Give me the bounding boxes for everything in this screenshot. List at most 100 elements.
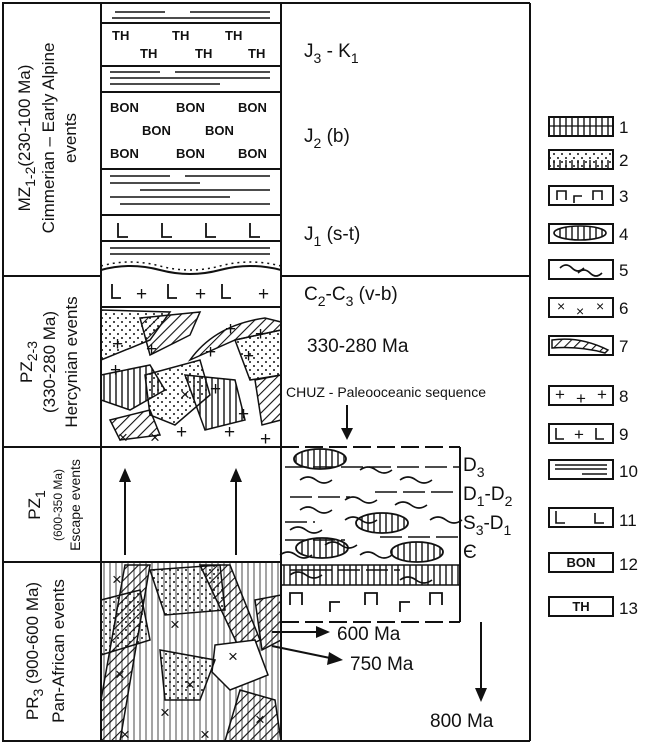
era-pr3-line2: Pan-African events <box>49 579 68 723</box>
bon-text: BON <box>142 123 171 138</box>
legend-item-13: TH 13 <box>548 596 638 618</box>
legend-num: 13 <box>619 599 638 618</box>
layer-siltstone <box>101 175 281 216</box>
era-mz-line1: (230-100 Ma) <box>15 65 34 167</box>
plus-symbol: + <box>555 385 565 404</box>
x-symbol: × <box>150 428 160 447</box>
plus-symbol: + <box>255 324 266 345</box>
label-hercynian-age: 330-280 Ma <box>307 336 409 357</box>
legend-item-3: 3 <box>548 185 628 206</box>
age-800: 800 Ma <box>430 711 494 732</box>
right-column <box>281 2 531 742</box>
lithology-column: TH TH TH TH TH TH BON BON BON BON BON BO… <box>100 2 282 744</box>
legend-item-4: 4 <box>548 223 628 244</box>
plus-symbol: + <box>136 284 147 305</box>
legend-num: 5 <box>619 261 628 280</box>
era-pz23-main: PZ2-3 <box>17 341 40 383</box>
layer-j3k1: TH TH TH TH TH TH <box>101 11 281 93</box>
legend-text: BON <box>567 555 596 570</box>
legend-num: 2 <box>619 151 628 170</box>
plus-symbol: + <box>225 319 236 340</box>
label-c2c3: C2-C3 (v-b) <box>304 284 398 309</box>
label-j3k1: J3 - K1 <box>304 41 359 66</box>
age-arrows: 600 Ma 750 Ma 800 Ma <box>271 622 494 732</box>
era-pz1-line1: (600-350 Ma) <box>51 469 65 541</box>
legend-num: 10 <box>619 462 638 481</box>
plus-symbol: + <box>176 422 187 443</box>
th-text: TH <box>248 46 265 61</box>
th-text: TH <box>172 28 189 43</box>
plus-symbol: + <box>574 425 584 444</box>
plus-symbol: + <box>238 404 249 425</box>
x-symbol: × <box>118 428 128 447</box>
layer-c2c3: + + + <box>101 284 281 308</box>
chuz-age-d3: D3 <box>463 455 485 480</box>
era-mz-main: MZ <box>15 187 34 212</box>
legend-item-1: 1 <box>548 116 628 137</box>
th-text: TH <box>225 28 242 43</box>
legend-item-5: 5 <box>548 259 628 280</box>
legend: 1 2 3 4 5 × × × 6 <box>548 116 638 618</box>
plus-symbol: + <box>576 389 586 408</box>
chuz-block: CHUZ - Paleooceanic sequence D3 D1-D2 S3… <box>279 384 513 623</box>
legend-item-6: × × × 6 <box>548 297 628 319</box>
chuz-age-d1d2: D1-D2 <box>463 484 513 509</box>
era-mz-sub: 1-2 <box>22 166 38 186</box>
escape-arrows <box>101 468 281 563</box>
layer-hercynian: + + + + + + + + + + + + × × × <box>100 309 282 450</box>
chuz-label: CHUZ - Paleooceanic sequence <box>286 384 486 400</box>
legend-num: 6 <box>619 299 628 318</box>
legend-num: 7 <box>619 337 628 356</box>
era-pz1-main: PZ1 <box>25 490 48 520</box>
legend-text: TH <box>572 599 589 614</box>
th-text: TH <box>140 46 157 61</box>
x-symbol: × <box>112 570 122 589</box>
legend-item-7: 7 <box>548 335 628 356</box>
x-symbol: × <box>160 703 170 722</box>
legend-item-10: 10 <box>548 459 638 481</box>
legend-item-2: 2 <box>548 149 628 170</box>
legend-item-12: BON 12 <box>548 552 638 574</box>
x-symbol: × <box>180 385 190 404</box>
era-column: MZ1-2(230-100 Ma) Cimmerian – Early Alpi… <box>2 2 102 742</box>
legend-item-11: 11 <box>548 507 637 530</box>
plus-symbol: + <box>224 422 235 443</box>
era-mz-line3: events <box>61 113 80 163</box>
x-symbol: × <box>255 710 265 729</box>
era-pr3-title: PR3 (900-600 Ma) <box>23 582 46 720</box>
th-text: TH <box>195 46 212 61</box>
legend-item-9: + 9 <box>548 423 628 444</box>
legend-num: 4 <box>619 225 628 244</box>
plus-symbol: + <box>597 385 607 404</box>
legend-num: 3 <box>619 187 628 206</box>
legend-num: 1 <box>619 118 628 137</box>
legend-num: 12 <box>619 555 638 574</box>
plus-symbol: + <box>112 334 123 355</box>
bon-text: BON <box>176 100 205 115</box>
plus-symbol: + <box>260 429 271 450</box>
era-mz-line2: Cimmerian – Early Alpine <box>39 43 58 234</box>
bon-text: BON <box>238 146 267 161</box>
bon-text: BON <box>205 123 234 138</box>
legend-num: 8 <box>619 387 628 406</box>
label-j1: J1 (s-t) <box>304 224 360 249</box>
era-pz1-line2: Escape events <box>67 459 83 551</box>
x-symbol: × <box>170 615 180 634</box>
age-600: 600 Ma <box>337 624 401 645</box>
x-symbol: × <box>115 665 125 684</box>
era-pz23-line2: Hercynian events <box>62 296 81 427</box>
age-750: 750 Ma <box>350 654 414 675</box>
x-symbol: × <box>120 725 130 744</box>
layer-j2: BON BON BON BON BON BON BON BON <box>101 100 281 170</box>
bon-text: BON <box>238 100 267 115</box>
bon-text: BON <box>110 146 139 161</box>
chuz-age-s3d1: S3-D1 <box>463 513 512 538</box>
bon-text: BON <box>110 100 139 115</box>
label-j2: J2 (b) <box>304 126 350 151</box>
plus-symbol: + <box>110 360 121 381</box>
plus-symbol: + <box>205 342 216 363</box>
layer-pr3: × × × × × × × × × <box>100 562 282 744</box>
plus-symbol: + <box>195 284 206 305</box>
plus-symbol: + <box>210 379 221 400</box>
x-symbol: × <box>228 647 238 666</box>
